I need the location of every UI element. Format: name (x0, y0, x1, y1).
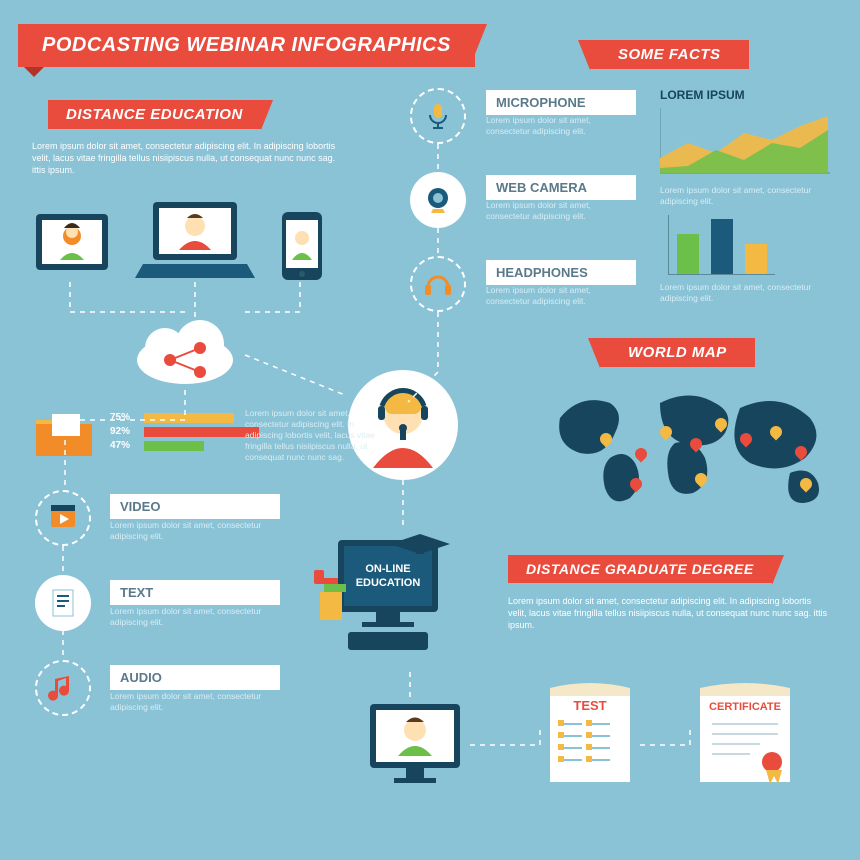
audio-label: AUDIO (110, 665, 280, 690)
mic-label: MICROPHONE (486, 90, 636, 115)
audio-icon (35, 660, 91, 716)
distance-grad-ribbon: DISTANCE GRADUATE DEGREE (508, 555, 772, 583)
monitor-student (360, 700, 470, 795)
headphones-label: HEADPHONES (486, 260, 636, 285)
world-map (540, 378, 840, 518)
progress-bars: 75% 92% 47% (110, 412, 259, 454)
cloud-icon (130, 320, 240, 390)
webcam-text: Lorem ipsum dolor sit amet, consectetur … (486, 200, 636, 222)
title-ribbon: PODCASTING WEBINAR INFOGRAPHICS (18, 24, 475, 67)
audio-text: Lorem ipsum dolor sit amet, consectetur … (110, 691, 280, 713)
video-label: VIDEO (110, 494, 280, 519)
distance-grad-text: Lorem ipsum dolor sit amet, consectetur … (508, 595, 828, 631)
test-doc: TEST (540, 680, 640, 790)
laptop-device (135, 198, 255, 283)
svg-text:EDUCATION: EDUCATION (356, 577, 421, 589)
distance-edu-text: Lorem ipsum dolor sit amet, consectetur … (32, 140, 342, 176)
mic-icon (410, 88, 466, 144)
world-map-ribbon: WORLD MAP (600, 338, 755, 367)
distance-edu-ribbon: DISTANCE EDUCATION (48, 100, 261, 129)
webcam-icon (410, 172, 466, 228)
phone-device (280, 210, 324, 282)
bar-chart (668, 215, 775, 275)
text-label: TEXT (110, 580, 280, 605)
area-chart (660, 108, 830, 178)
text-icon (35, 575, 91, 631)
bar-chart-text: Lorem ipsum dolor sit amet, consectetur … (660, 282, 830, 304)
mic-text: Lorem ipsum dolor sit amet, consectetur … (486, 115, 636, 137)
webcam-label: WEB CAMERA (486, 175, 636, 200)
facts-chart-title: LOREM IPSUM (660, 88, 745, 102)
area-chart-text: Lorem ipsum dolor sit amet, consectetur … (660, 185, 830, 207)
tablet-device (32, 210, 112, 280)
headphones-text: Lorem ipsum dolor sit amet, consectetur … (486, 285, 636, 307)
svg-text:TEST: TEST (573, 698, 606, 713)
certificate-doc: CERTIFICATE (690, 680, 800, 790)
svg-text:ON-LINE: ON-LINE (365, 563, 410, 575)
svg-text:CERTIFICATE: CERTIFICATE (709, 701, 781, 713)
text-text: Lorem ipsum dolor sit amet, consectetur … (110, 606, 280, 628)
computer-online-edu: ON-LINE EDUCATION (310, 530, 460, 670)
video-icon (35, 490, 91, 546)
some-facts-ribbon: SOME FACTS (590, 40, 749, 69)
folder-icon (32, 410, 96, 460)
headphones-icon (410, 256, 466, 312)
video-text: Lorem ipsum dolor sit amet, consectetur … (110, 520, 280, 542)
folder-text: Lorem ipsum dolor sit amet, consectetur … (245, 408, 385, 463)
